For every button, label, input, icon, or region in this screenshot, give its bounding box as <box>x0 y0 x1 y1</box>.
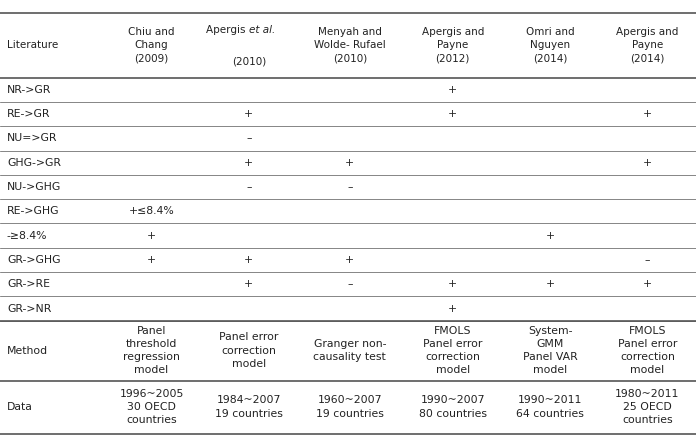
Text: +: + <box>643 279 652 289</box>
Text: +: + <box>448 109 457 119</box>
Text: 1996~2005
30 OECD
countries: 1996~2005 30 OECD countries <box>119 389 184 425</box>
Text: FMOLS
Panel error
correction
model: FMOLS Panel error correction model <box>423 326 482 375</box>
Text: +: + <box>546 231 555 240</box>
Text: +: + <box>147 255 156 265</box>
Text: –: – <box>246 182 251 192</box>
Text: 1984~2007
19 countries: 1984~2007 19 countries <box>215 396 283 419</box>
Text: Apergis: Apergis <box>206 25 249 35</box>
Text: –: – <box>347 182 353 192</box>
Text: Literature: Literature <box>7 41 58 51</box>
Text: et al.: et al. <box>249 25 275 35</box>
Text: +≤8.4%: +≤8.4% <box>129 207 175 216</box>
Text: Data: Data <box>7 402 33 412</box>
Text: –: – <box>644 255 650 265</box>
Text: +: + <box>546 279 555 289</box>
Text: (2010): (2010) <box>232 56 266 66</box>
Text: +: + <box>244 279 253 289</box>
Text: GHG->GR: GHG->GR <box>7 158 61 168</box>
Text: +: + <box>345 158 354 168</box>
Text: Omri and
Nguyen
(2014): Omri and Nguyen (2014) <box>525 27 574 63</box>
Text: –: – <box>246 133 251 143</box>
Text: RE->GHG: RE->GHG <box>7 207 59 216</box>
Text: +: + <box>643 158 652 168</box>
Text: +: + <box>643 109 652 119</box>
Text: 1990~2007
80 countries: 1990~2007 80 countries <box>419 396 487 419</box>
Text: Panel
threshold
regression
model: Panel threshold regression model <box>123 326 180 375</box>
Text: 1960~2007
19 countries: 1960~2007 19 countries <box>316 396 383 419</box>
Text: RE->GR: RE->GR <box>7 109 50 119</box>
Text: GR->NR: GR->NR <box>7 304 52 314</box>
Text: 1990~2011
64 countries: 1990~2011 64 countries <box>516 396 584 419</box>
Text: Apergis and
Payne
(2012): Apergis and Payne (2012) <box>422 27 484 63</box>
Text: GR->RE: GR->RE <box>7 279 50 289</box>
Text: FMOLS
Panel error
correction
model: FMOLS Panel error correction model <box>617 326 677 375</box>
Text: +: + <box>448 304 457 314</box>
Text: Apergis and
Payne
(2014): Apergis and Payne (2014) <box>616 27 679 63</box>
Text: Granger non-
causality test: Granger non- causality test <box>313 339 386 362</box>
Text: System-
GMM
Panel VAR
model: System- GMM Panel VAR model <box>523 326 578 375</box>
Text: +: + <box>448 84 457 95</box>
Text: +: + <box>345 255 354 265</box>
Text: Chiu and
Chang
(2009): Chiu and Chang (2009) <box>128 27 175 63</box>
Text: -≥8.4%: -≥8.4% <box>7 231 47 240</box>
Text: +: + <box>244 255 253 265</box>
Text: NU=>GR: NU=>GR <box>7 133 58 143</box>
Text: 1980~2011
25 OECD
countries: 1980~2011 25 OECD countries <box>615 389 679 425</box>
Text: Menyah and
Wolde- Rufael
(2010): Menyah and Wolde- Rufael (2010) <box>314 27 386 63</box>
Text: –: – <box>347 279 353 289</box>
Text: NR->GR: NR->GR <box>7 84 52 95</box>
Text: Method: Method <box>7 346 48 356</box>
Text: +: + <box>448 279 457 289</box>
Text: Panel error
correction
model: Panel error correction model <box>219 333 278 369</box>
Text: GR->GHG: GR->GHG <box>7 255 61 265</box>
Text: +: + <box>147 231 156 240</box>
Text: NU->GHG: NU->GHG <box>7 182 61 192</box>
Text: +: + <box>244 158 253 168</box>
Text: +: + <box>244 109 253 119</box>
